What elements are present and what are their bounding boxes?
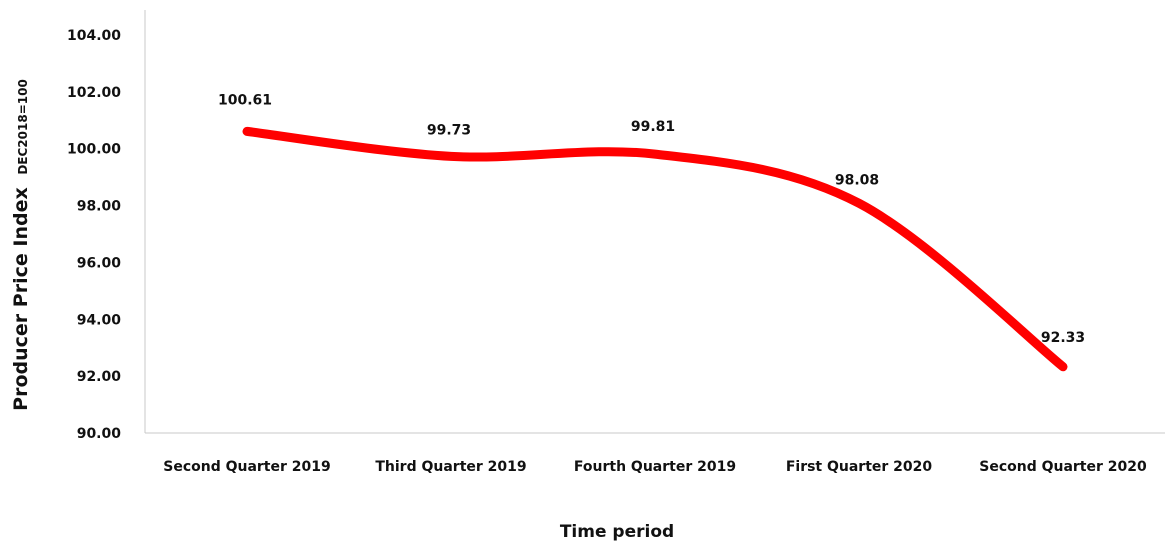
data-label: 99.73 [427, 122, 471, 138]
x-tick-label: First Quarter 2020 [786, 459, 933, 475]
x-tick-label: Fourth Quarter 2019 [574, 459, 736, 475]
x-tick-label: Second Quarter 2019 [163, 459, 331, 475]
y-axis-title: Producer Price Index DEC2018=100 [10, 79, 32, 411]
y-axis-title-unit: DEC2018=100 [16, 79, 30, 174]
y-tick-label: 104.00 [67, 28, 121, 44]
y-axis-ticks: 90.00 92.00 94.00 96.00 98.00 100.00 102.00 104… [67, 28, 121, 442]
series-line [242, 126, 1068, 372]
y-tick-label: 96.00 [77, 255, 122, 271]
x-axis-ticks: Second Quarter 2019 Third Quarter 2019 Fou… [163, 459, 1147, 475]
y-tick-label: 102.00 [67, 85, 121, 101]
data-labels: 100.61 99.73 99.81 98.08 92.33 [218, 92, 1085, 345]
data-label: 98.08 [835, 172, 879, 188]
y-tick-label: 94.00 [77, 312, 122, 328]
series-lines [242, 126, 1068, 372]
axes [144, 10, 1165, 434]
y-axis-title-main: Producer Price Index [10, 187, 32, 411]
svg-text:Producer Price Index DEC: Producer Price Index DEC2018=100 [10, 79, 32, 411]
data-label: 99.81 [631, 119, 675, 135]
y-tick-label: 100.00 [67, 142, 121, 158]
data-label: 92.33 [1041, 330, 1085, 346]
y-tick-label: 92.00 [77, 369, 122, 385]
y-tick-label: 90.00 [77, 426, 122, 442]
x-tick-label: Third Quarter 2019 [375, 459, 526, 475]
x-axis-title: Time period [560, 522, 674, 542]
data-label: 100.61 [218, 92, 272, 108]
x-tick-label: Second Quarter 2020 [979, 459, 1147, 475]
y-tick-label: 98.00 [77, 199, 122, 215]
